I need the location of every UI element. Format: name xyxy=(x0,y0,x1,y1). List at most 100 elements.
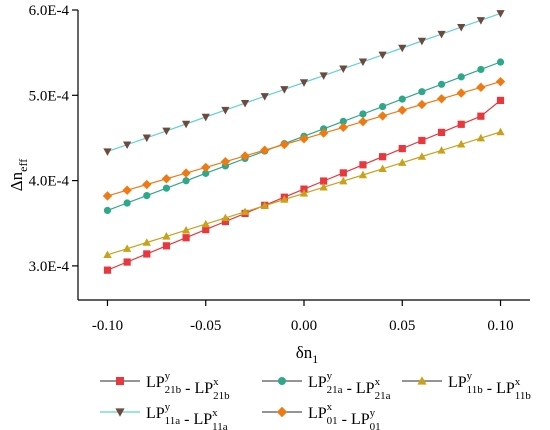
data-point xyxy=(142,134,151,143)
series-3 xyxy=(103,127,505,259)
legend-swatch-marker xyxy=(278,377,286,385)
x-tick-label: -0.05 xyxy=(190,318,221,334)
data-point xyxy=(280,86,289,94)
legend-separator: - xyxy=(483,380,496,397)
data-point xyxy=(123,258,131,266)
legend-label: LPx 01 - LPy 01 xyxy=(308,401,381,430)
data-point xyxy=(398,95,406,103)
series-layer xyxy=(102,10,506,274)
data-point xyxy=(436,94,447,104)
legend-label: LPy 11b - LPx 11b xyxy=(448,370,531,402)
data-point xyxy=(299,79,309,87)
data-point xyxy=(417,152,427,160)
series-4 xyxy=(103,10,505,156)
data-point xyxy=(318,128,329,138)
data-point xyxy=(477,65,485,74)
data-point xyxy=(358,58,368,67)
data-point xyxy=(338,122,348,133)
legend-term-sub: 01 xyxy=(327,415,338,427)
y-tick-label: 3.0E-4 xyxy=(29,259,70,275)
legend-swatch-marker xyxy=(115,408,125,417)
y-axis-title: Δneff xyxy=(7,159,30,192)
y-axis-title-sub: eff xyxy=(16,159,30,172)
data-point xyxy=(299,134,309,144)
data-point xyxy=(456,88,466,98)
y-tick-label: 4.0E-4 xyxy=(29,174,70,190)
data-point xyxy=(476,133,486,142)
legend-item-1: LPy 21b - LPx 21b xyxy=(100,370,230,402)
legend-label: LPy 21a - LPx 21a xyxy=(308,370,391,402)
legend-separator: - xyxy=(181,380,194,397)
legend-term-sup: y xyxy=(165,370,171,382)
data-point xyxy=(457,120,465,128)
data-point xyxy=(162,127,171,136)
data-point xyxy=(299,189,309,197)
data-point xyxy=(398,44,407,53)
data-point xyxy=(397,105,407,115)
legend-separator: - xyxy=(338,411,351,428)
series-5 xyxy=(102,76,506,201)
legend-term-sub: 21a xyxy=(375,390,391,402)
legend-term-base: LP xyxy=(146,405,165,422)
data-point xyxy=(359,110,367,118)
data-point xyxy=(417,37,427,46)
legend-term-base: LP xyxy=(308,405,327,422)
legend-item-2: LPy 21a - LPx 21a xyxy=(262,370,391,402)
data-point xyxy=(359,161,367,169)
legend-term-sup: x xyxy=(327,401,333,413)
data-point xyxy=(319,72,328,80)
data-point xyxy=(103,250,112,259)
data-point xyxy=(339,169,347,177)
data-point xyxy=(398,145,406,153)
legend-term-sup: x xyxy=(375,376,381,388)
legend-term-base: LP xyxy=(351,411,370,428)
data-point xyxy=(319,182,328,191)
y-tick-label: 5.0E-4 xyxy=(29,88,70,104)
y-tick-label: 6.0E-4 xyxy=(29,3,70,19)
data-point xyxy=(202,226,210,234)
data-point xyxy=(437,30,446,39)
data-point xyxy=(142,238,151,246)
legend-term-sup: y xyxy=(370,407,376,419)
data-point xyxy=(123,199,131,207)
data-point xyxy=(181,168,191,178)
legend-term-base: LP xyxy=(193,411,212,428)
y-axis-title-base: Δn xyxy=(7,171,26,191)
data-point xyxy=(143,192,151,200)
legend-label: LPy 21b - LPx 21b xyxy=(146,370,230,402)
data-point xyxy=(398,158,407,166)
legend-term-base: LP xyxy=(146,374,165,391)
legend-item-3: LPy 11b - LPx 11b xyxy=(402,370,531,402)
data-point xyxy=(457,139,466,148)
data-point xyxy=(457,73,465,81)
data-point xyxy=(476,82,486,93)
data-point xyxy=(221,213,230,222)
legend-term-base: LP xyxy=(496,380,515,397)
data-point xyxy=(182,234,190,242)
data-point xyxy=(260,93,269,101)
data-point xyxy=(477,112,485,120)
x-tick-label: 0.00 xyxy=(291,318,317,334)
data-point xyxy=(260,201,269,209)
data-point xyxy=(221,106,230,115)
data-point xyxy=(496,96,505,105)
data-point xyxy=(378,164,387,173)
legend-term-sub: 11b xyxy=(515,390,532,402)
data-point xyxy=(220,156,231,167)
data-point xyxy=(122,141,132,149)
data-point xyxy=(240,151,250,161)
data-point xyxy=(162,232,171,240)
x-tick-label: 0.10 xyxy=(487,318,513,334)
x-axis-title-sub: 1 xyxy=(312,352,318,366)
legend-swatch-marker xyxy=(417,376,427,385)
legend-term-base: LP xyxy=(308,374,327,391)
data-point xyxy=(260,145,270,155)
data-point xyxy=(240,207,250,216)
legend-term-sup: x xyxy=(515,376,521,388)
data-point xyxy=(103,266,112,274)
legend-term-base: LP xyxy=(195,380,214,397)
legend-term-sub: 21b xyxy=(165,384,182,396)
x-tick-label: -0.10 xyxy=(92,318,123,334)
